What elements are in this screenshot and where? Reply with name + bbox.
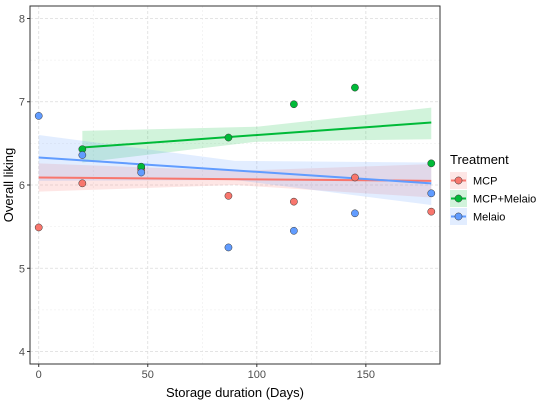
x-axis-ticks: 0 50 100 150	[36, 364, 375, 381]
x-tick-label: 150	[357, 369, 375, 381]
y-tick-label: 6	[19, 180, 25, 192]
legend-label-melaio: Melaio	[473, 212, 505, 224]
y-axis-title: Overall liking	[1, 148, 16, 222]
point-mcp	[78, 179, 87, 188]
point-mcp-melaio	[224, 133, 233, 142]
point-melaio	[137, 168, 146, 177]
point-melaio	[351, 209, 359, 218]
point-mcp	[351, 173, 359, 182]
point-melaio	[290, 226, 298, 235]
legend-title: Treatment	[450, 152, 509, 167]
legend-label-mcp: MCP	[473, 176, 497, 188]
legend-key-point	[454, 176, 463, 185]
point-melaio	[78, 151, 87, 159]
band-mcp	[38, 163, 432, 198]
y-tick-label: 7	[19, 97, 25, 109]
trend-mcp-melaio	[82, 121, 432, 149]
trend-melaio	[38, 156, 432, 185]
point-mcp-melaio	[351, 83, 359, 92]
point-mcp	[224, 191, 233, 200]
trend-mcp	[38, 176, 432, 182]
point-melaio	[427, 189, 436, 198]
point-mcp	[427, 207, 436, 216]
legend-key-mcp-melaio	[450, 190, 467, 207]
y-axis-ticks: 4 5 6 7 8	[19, 13, 30, 359]
point-melaio	[34, 112, 43, 120]
y-tick-label: 4	[19, 347, 25, 359]
point-mcp-melaio	[290, 100, 298, 109]
grid-major	[30, 6, 440, 364]
legend-label-mcp-melaio: MCP+Melaio	[473, 194, 536, 206]
x-tick-label: 0	[36, 369, 42, 381]
point-melaio	[224, 243, 233, 252]
point-mcp	[290, 197, 298, 206]
legend-key-melaio	[450, 208, 467, 225]
point-mcp	[34, 223, 43, 232]
legend: Treatment MCP MCP+Melaio Melaio	[450, 152, 536, 225]
legend-key-mcp	[450, 172, 467, 189]
x-tick-label: 50	[142, 369, 154, 381]
trend-lines	[38, 121, 432, 185]
y-tick-label: 5	[19, 263, 25, 275]
legend-key-point	[454, 194, 463, 203]
point-mcp-melaio	[427, 159, 436, 168]
x-axis-title: Storage duration (Days)	[166, 385, 304, 400]
legend-key-point	[454, 212, 463, 221]
data-points	[34, 83, 436, 252]
grid-minor	[30, 6, 440, 364]
x-tick-label: 100	[248, 369, 266, 381]
y-tick-label: 8	[19, 13, 25, 25]
